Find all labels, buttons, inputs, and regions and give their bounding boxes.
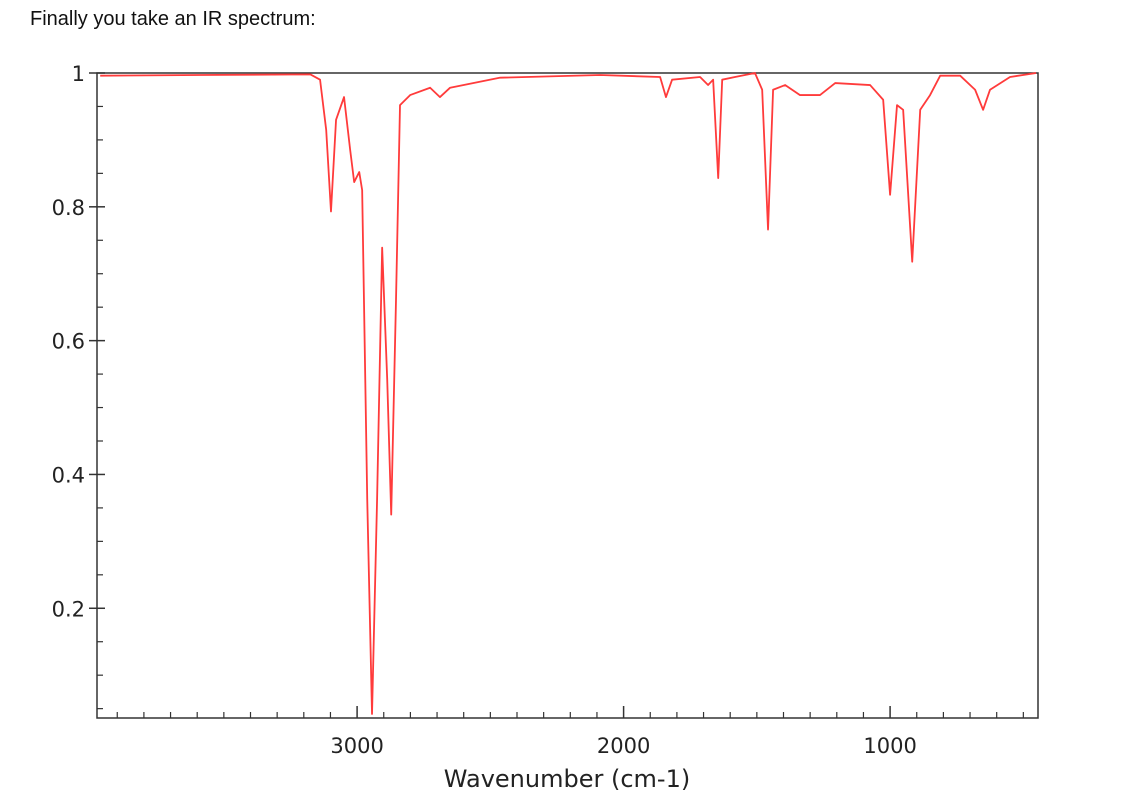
y-tick-label: 0.2 [52,597,85,621]
y-tick-label: 0.4 [52,463,85,487]
intro-text: Finally you take an IR spectrum: [30,8,316,30]
x-tick-label: 1000 [863,734,916,758]
x-tick-label: 3000 [330,734,383,758]
y-tick-label: 0.8 [52,196,85,220]
y-tick-label: 0.6 [52,330,85,354]
x-tick-label: 2000 [597,734,650,758]
plot-frame [96,72,1039,719]
x-axis-label: Wavenumber (cm-1) [444,765,690,793]
spectrum-line [100,72,1037,715]
y-tick-label: 1 [72,62,85,86]
